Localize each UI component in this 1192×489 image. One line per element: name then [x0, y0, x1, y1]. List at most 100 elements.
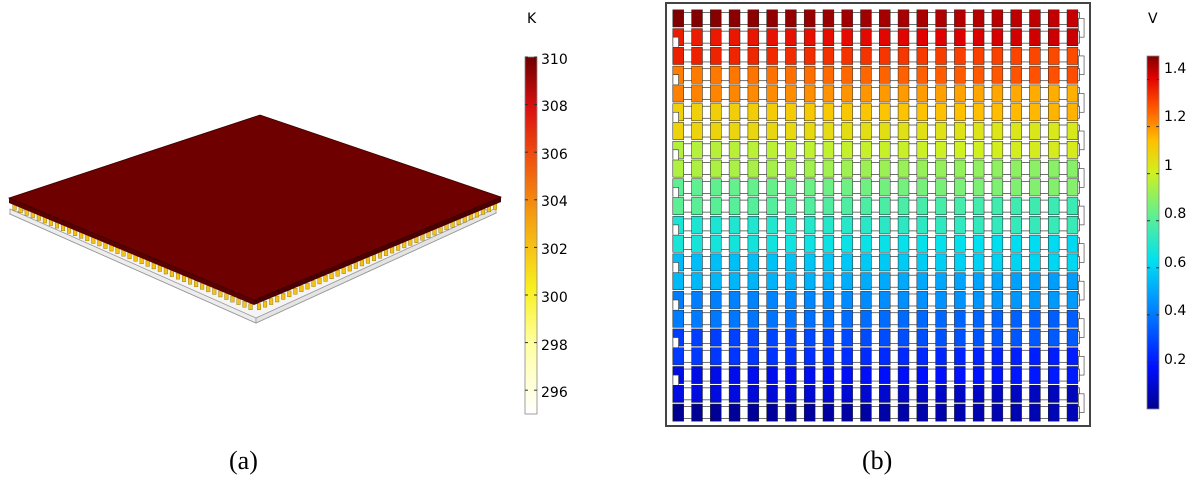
voltage-pellet — [935, 65, 947, 84]
voltage-pellet — [972, 216, 985, 234]
voltage-pellet — [991, 216, 1004, 234]
voltage-pellet — [935, 84, 947, 103]
voltage-pellet — [766, 159, 778, 178]
row-end-connector — [1078, 55, 1085, 76]
voltage-pellet — [841, 234, 853, 253]
voltage-pellet — [766, 84, 778, 103]
voltage-pellet — [841, 309, 853, 328]
voltage-pellet — [747, 122, 760, 140]
voltage-pellet — [1066, 9, 1079, 28]
voltage-pellet — [1029, 366, 1041, 384]
voltage-pellet — [747, 403, 760, 422]
voltage-pellet — [1010, 309, 1022, 328]
voltage-pellet — [972, 140, 985, 159]
voltage-pellet — [710, 366, 722, 384]
voltage-pellet — [728, 122, 741, 140]
voltage-pellet — [860, 291, 872, 309]
voltage-pellet — [747, 216, 760, 234]
voltage-pellet — [1048, 9, 1060, 28]
voltage-pellet — [1048, 178, 1060, 197]
voltage-pellet — [822, 309, 835, 328]
top-plate-side-right — [254, 197, 501, 305]
voltage-pellet — [1048, 347, 1060, 366]
voltage-pellet — [954, 159, 966, 178]
voltage-pellet — [728, 216, 741, 234]
voltage-pellet — [1029, 234, 1041, 253]
voltage-pellet — [691, 197, 703, 215]
voltage-pellet — [935, 140, 947, 159]
voltage-pellet — [1010, 328, 1022, 347]
module-pellet — [299, 285, 304, 292]
voltage-pellet — [1010, 234, 1022, 253]
voltage-pellet — [691, 272, 703, 291]
row-end-connector — [1078, 168, 1085, 188]
voltage-pellet — [879, 291, 891, 309]
voltage-pellet — [879, 28, 891, 46]
voltage-pellet — [728, 347, 741, 366]
voltage-pellet — [710, 309, 722, 328]
voltage-pellet — [1066, 347, 1079, 366]
voltage-pellet — [1029, 197, 1041, 215]
caption-b: (b) — [862, 446, 893, 475]
voltage-pellet — [954, 291, 966, 309]
voltage-pellet — [935, 309, 947, 328]
colorbar-a-tick-marks — [525, 56, 537, 391]
voltage-pellet — [691, 65, 703, 84]
colorbar-b-tick-label: 1.2 — [1164, 109, 1187, 125]
module-pellet — [275, 295, 280, 303]
voltage-pellet — [916, 291, 928, 309]
module-pellet — [287, 290, 292, 298]
voltage-pellet — [972, 272, 985, 291]
voltage-pellet — [710, 28, 722, 46]
voltage-pellet — [897, 9, 910, 28]
voltage-pellet — [1048, 47, 1060, 65]
voltage-pellet — [954, 328, 966, 347]
colorbar-a-tick-label: 300 — [541, 290, 568, 306]
row-end-connector — [1078, 243, 1085, 263]
voltage-pellet — [897, 122, 910, 140]
voltage-pellet — [916, 197, 928, 215]
voltage-pellet — [916, 84, 928, 103]
voltage-pellet — [766, 272, 778, 291]
voltage-pellet — [728, 140, 741, 159]
colorbar-b-tick-label: 0.4 — [1164, 303, 1187, 319]
voltage-pellet — [972, 103, 985, 122]
voltage-pellet — [954, 309, 966, 328]
colorbar-a-tick-label: 306 — [541, 147, 568, 163]
voltage-pellet — [1029, 309, 1041, 328]
voltage-pellet — [785, 272, 797, 291]
voltage-pellet — [879, 216, 891, 234]
voltage-pellet — [935, 216, 947, 234]
voltage-pellet — [897, 47, 910, 65]
voltage-pellet — [803, 216, 816, 234]
voltage-pellet — [803, 385, 816, 403]
voltage-pellet — [747, 28, 760, 46]
voltage-pellet — [691, 328, 703, 347]
voltage-pellet — [954, 385, 966, 403]
voltage-pellet — [991, 84, 1004, 103]
voltage-pellet — [1048, 65, 1060, 84]
voltage-pellet — [803, 272, 816, 291]
voltage-pellet — [879, 178, 891, 197]
voltage-pellet — [803, 140, 816, 159]
voltage-pellet — [691, 291, 703, 309]
voltage-pellet — [954, 216, 966, 234]
module-pellet — [323, 275, 328, 282]
voltage-pellet — [672, 403, 684, 422]
voltage-pellet — [1066, 366, 1079, 384]
voltage-pellet — [672, 122, 684, 140]
voltage-pellet — [1029, 216, 1041, 234]
voltage-pellet — [972, 28, 985, 46]
voltage-pellet — [710, 140, 722, 159]
voltage-pellet — [860, 178, 872, 197]
voltage-pellet — [1066, 140, 1079, 159]
voltage-pellet — [691, 84, 703, 103]
voltage-pellet — [785, 122, 797, 140]
voltage-pellet — [1029, 84, 1041, 103]
voltage-pellet — [747, 197, 760, 215]
module-pellets-right-edge — [257, 203, 497, 310]
voltage-pellet — [728, 65, 741, 84]
voltage-pellet — [897, 159, 910, 178]
voltage-pellet — [747, 291, 760, 309]
voltage-pellet — [822, 197, 835, 215]
